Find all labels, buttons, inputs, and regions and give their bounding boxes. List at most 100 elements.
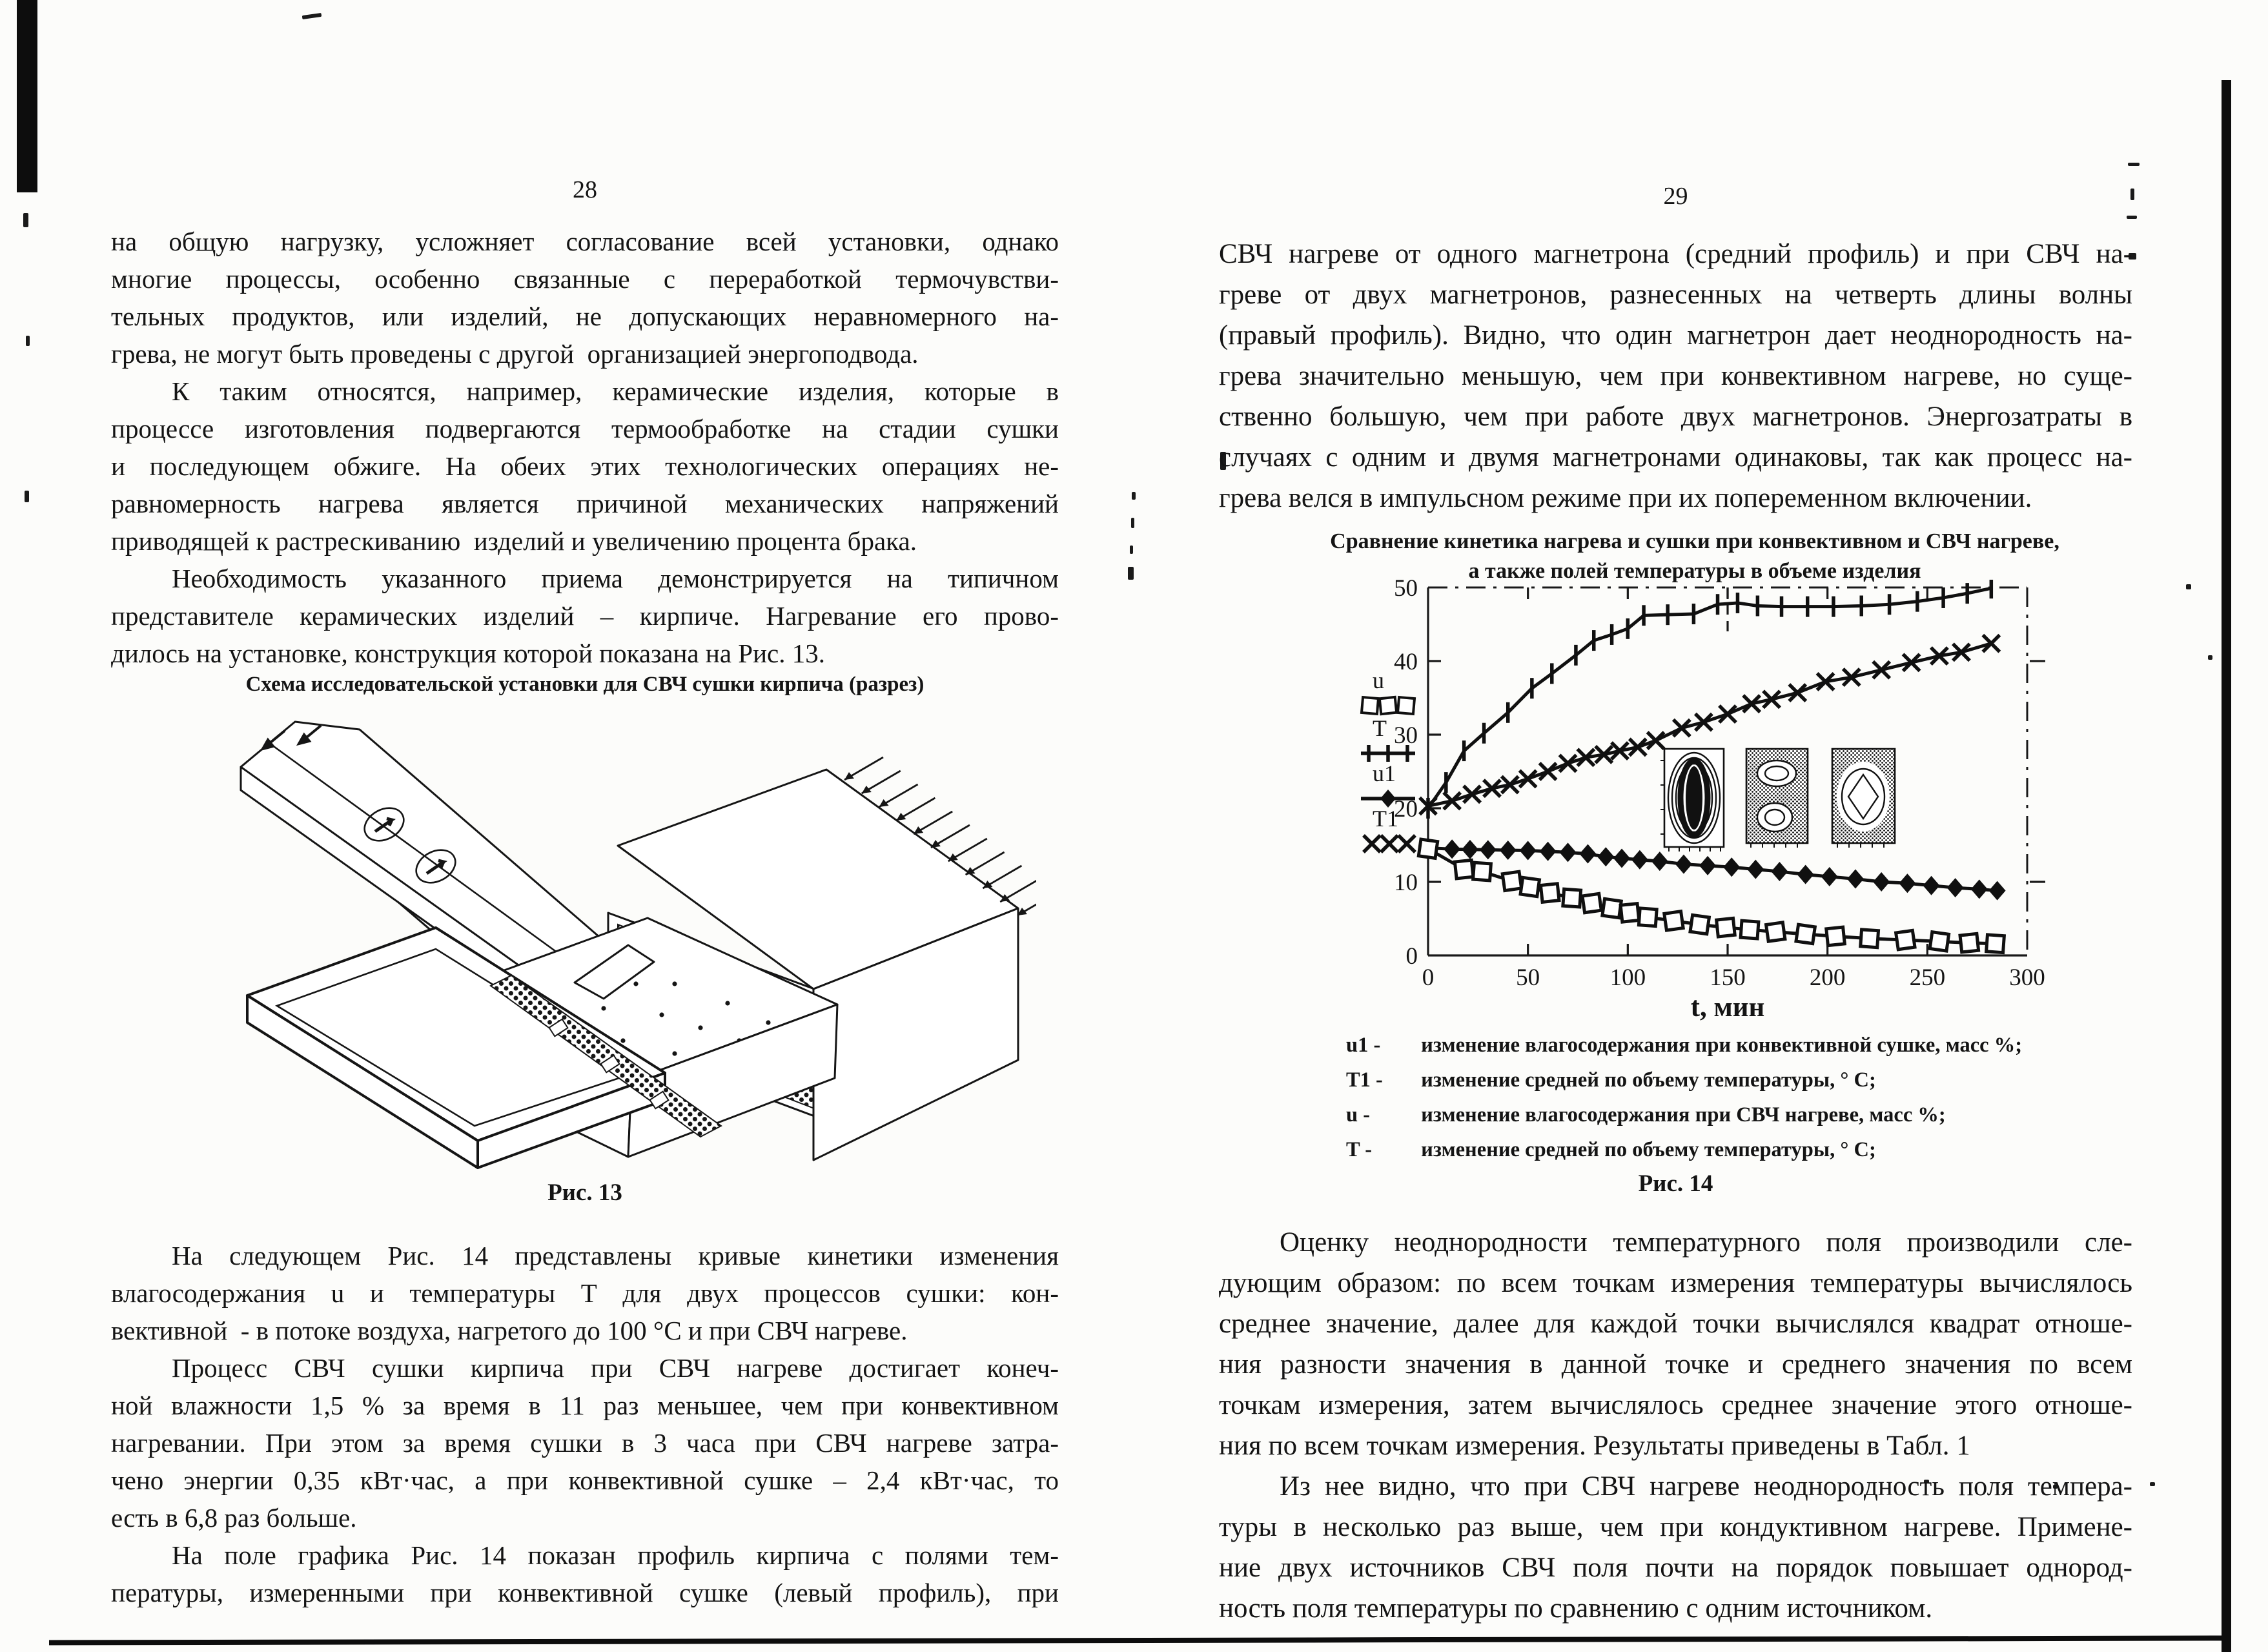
scan-artifact (17, 0, 37, 192)
text-line: среднее значение, далее для каждой точки… (1219, 1309, 2132, 1339)
legend-line-T: T - изменение средней по объему температ… (1346, 1132, 2172, 1167)
svg-text:T: T (1373, 715, 1387, 741)
text-line: на общую нагрузку, усложняет согласовани… (111, 227, 1059, 256)
svg-text:50: 50 (1516, 964, 1540, 991)
text-line: дующим образом: по всем точкам измерения… (1219, 1268, 2132, 1298)
text-line: ния разности значения в данной точке и с… (1219, 1349, 2132, 1380)
scan-artifact (1131, 518, 1134, 528)
svg-text:t, мин: t, мин (1691, 992, 1765, 1023)
scan-artifact (2130, 189, 2134, 200)
text-line: К таким относятся, например, керамически… (172, 376, 1059, 406)
figure14-title-line2: а также полей температуры в объеме издел… (1468, 559, 1921, 583)
text-line: точкам измерения, затем вычислялось сред… (1219, 1390, 2132, 1420)
page-number-29: 29 (1663, 183, 1688, 210)
figure13-label: Рис. 13 (547, 1179, 622, 1206)
legend-key: T - (1346, 1138, 1373, 1161)
svg-text:u: u (1373, 668, 1384, 693)
scan-artifact (2128, 163, 2140, 166)
inset-two-magnetron-field (1831, 748, 1896, 848)
text-line: и последующем обжиге. На обеих этих техн… (111, 451, 1059, 481)
text-line: дилось на установке, конструкция которой… (111, 638, 825, 668)
inlet-arrows-icon (260, 724, 322, 751)
text-line: грева велся в импульсном режиме при их п… (1219, 483, 2032, 513)
svg-text:0: 0 (1406, 943, 1418, 970)
scan-artifact (2150, 1482, 2155, 1486)
scan-artifact (23, 213, 28, 227)
scan-artifact (48, 1635, 2231, 1646)
scan-artifact (1132, 492, 1136, 500)
legend-text: изменение влагосодержания при конвективн… (1421, 1034, 2023, 1057)
legend-text: изменение влагосодержания при СВЧ нагрев… (1421, 1103, 1946, 1127)
duct-port-icon (363, 807, 456, 884)
svg-text:40: 40 (1394, 649, 1418, 675)
text-line: приводящей к растрескиванию изделий и ув… (111, 526, 917, 556)
scan-artifact (2222, 80, 2231, 1652)
perforated-strip (489, 974, 722, 1138)
exhaust-hood (617, 756, 1036, 1161)
svg-text:T1: T1 (1373, 806, 1398, 831)
text-line: представителе керамических изделий – кир… (111, 601, 1059, 631)
text-line: ность поля температуры по сравнению с од… (1219, 1593, 1933, 1624)
scan-artifact (301, 12, 322, 20)
legend-key: u - (1346, 1103, 1371, 1127)
text-line: есть в 6,8 раз больше. (111, 1503, 357, 1533)
conveyor-tray (246, 926, 666, 1169)
inset-one-magnetron-field (1745, 748, 1809, 848)
text-line: ственно большую, чем при работе двух маг… (1219, 402, 2132, 432)
text-line: чено энергии 0,35 кВт·час, а при конвект… (111, 1465, 1059, 1495)
text-line: ния по всем точкам измерения. Результаты… (1219, 1431, 1970, 1461)
scan-artifact (2186, 584, 2191, 589)
text-line: равномерность нагрева является причиной … (111, 489, 1059, 518)
svg-text:u1: u1 (1373, 760, 1396, 786)
svg-text:250: 250 (1910, 964, 1946, 991)
text-line: туры в несколько раз выше, чем при конду… (1219, 1512, 2132, 1542)
legend-text: изменение средней по объему температуры,… (1421, 1138, 1876, 1161)
svg-text:150: 150 (1710, 964, 1746, 991)
svg-text:20: 20 (1394, 796, 1418, 822)
text-line: нагревании. При этом за время сушки в 3 … (111, 1428, 1059, 1458)
scan-artifact (2208, 655, 2212, 660)
page-number-28: 28 (573, 176, 597, 203)
duct-chamber-junction (573, 944, 655, 1000)
scan-artifact (1130, 546, 1133, 554)
scan-artifact (1220, 452, 1226, 470)
svg-text:10: 10 (1394, 870, 1418, 896)
legend-line-u: u - изменение влагосодержания при СВЧ на… (1346, 1097, 2172, 1132)
text-line: Необходимость указанного приема демонстр… (172, 564, 1059, 593)
scan-artifact (26, 336, 30, 346)
text-line: случаях с одним и двумя магнетронами оди… (1219, 442, 2132, 473)
legend-line-T1: T1 - изменение средней по объему темпера… (1346, 1063, 2172, 1097)
figure13-caption: Схема исследовательской установки для СВ… (245, 673, 925, 696)
scan-artifact (25, 491, 29, 502)
legend-text: изменение средней по объему температуры,… (1421, 1068, 1876, 1092)
right-page-paragraphs-top: СВЧ нагреве от одного магнетрона (средни… (1219, 234, 2132, 518)
text-line: ной влажности 1,5 % за время в 11 раз ме… (111, 1391, 1059, 1420)
legend-line-u1: u1 - изменение влагосодержания при конве… (1346, 1028, 2172, 1063)
figure14-label: Рис. 14 (1638, 1170, 1713, 1197)
svg-text:100: 100 (1610, 964, 1646, 991)
text-line: влагосодержания u и температуры Т для дв… (111, 1278, 1059, 1308)
svg-text:300: 300 (2009, 964, 2045, 991)
text-line: пературы, измеренными при конвективной с… (111, 1578, 1059, 1607)
figure14-title-line1: Сравнение кинетика нагрева и сушки при к… (1330, 529, 2059, 553)
text-line: Из нее видно, что при СВЧ нагреве неодно… (1280, 1471, 2132, 1502)
scan-artifact (2129, 253, 2136, 260)
text-line: Оценку неоднородности температурного пол… (1280, 1227, 2132, 1258)
text-line: ние двух источников СВЧ поля почти на по… (1219, 1553, 2132, 1583)
text-line: Процесс СВЧ сушки кирпича при СВЧ нагрев… (172, 1353, 1059, 1383)
text-line: тельных продуктов, или изделий, не допус… (111, 301, 1059, 331)
temperature-field-insets (1660, 748, 1896, 851)
text-line: грева, не могут быть проведены с другой … (111, 339, 919, 369)
svg-text:50: 50 (1394, 580, 1418, 602)
inset-convective-field (1660, 748, 1725, 851)
airflow-arrows-icon (844, 756, 1036, 917)
left-page-paragraphs-bottom: На следующем Рис. 14 представлены кривые… (111, 1237, 1059, 1611)
text-line: многие процессы, особенно связанные с пе… (111, 264, 1059, 294)
text-line: грева значительно меньшую, чем при конве… (1219, 361, 2132, 391)
text-line: На поле графика Рис. 14 показан профиль … (172, 1540, 1059, 1570)
text-line: (правый профиль). Видно, что один магнет… (1219, 320, 2132, 351)
scan-artifact (2053, 1485, 2058, 1489)
svg-text:200: 200 (1810, 964, 1846, 991)
